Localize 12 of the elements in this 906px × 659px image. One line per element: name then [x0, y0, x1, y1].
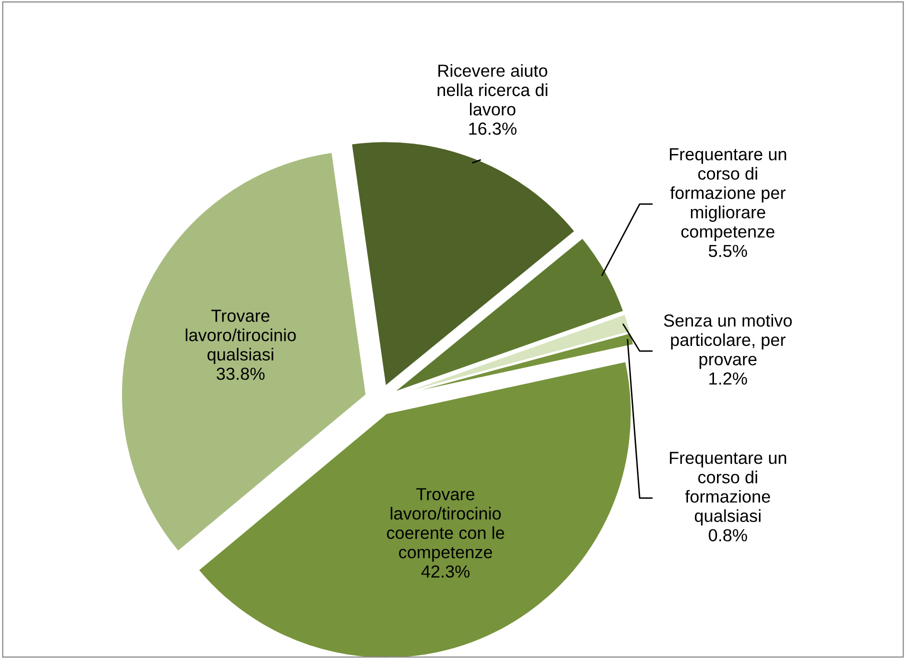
slice-label: Trovare lavoro/tirocinio coerente con le competenze	[386, 488, 504, 562]
data-label: 0.8%	[708, 529, 748, 542]
data-label: 33.8%	[216, 368, 265, 380]
data-label: 5.5%	[708, 244, 748, 258]
data-label: 1.2%	[709, 372, 748, 385]
slice-label: Frequentare un corso di formazione per migliorare competenze	[670, 148, 786, 242]
data-label: 42.3%	[421, 565, 470, 578]
slice-label: Ricevere aiuto nella ricerca di lavoro	[438, 64, 548, 116]
slice-label: Senza un motivo particolare, per provare	[664, 314, 792, 369]
data-label: 16.3%	[469, 122, 516, 135]
slice-label: Frequentare un corso di formazione qualsiasi	[670, 452, 786, 526]
slice-label: Trovare lavoro/tirocinio qualsiasi	[186, 310, 296, 364]
